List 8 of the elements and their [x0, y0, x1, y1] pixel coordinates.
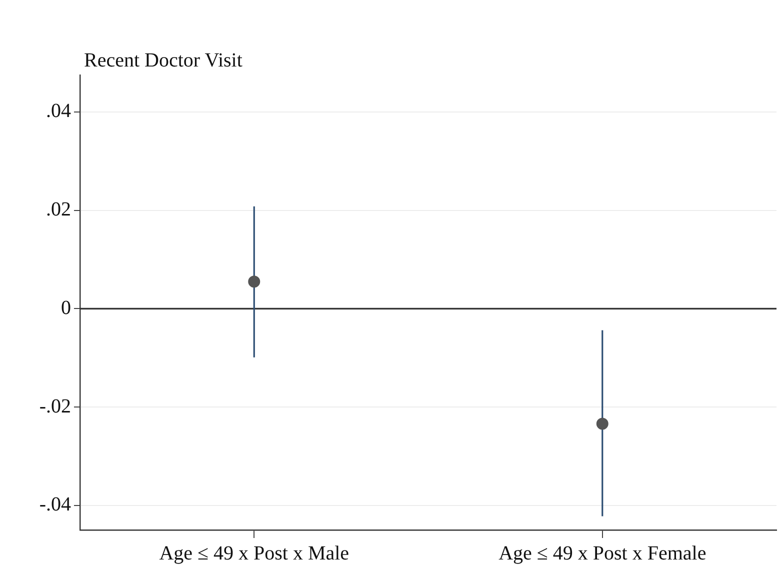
- y-tick-label: .04: [46, 100, 71, 122]
- x-tick-label: Age ≤ 49 x Post x Male: [159, 542, 350, 564]
- y-tick-label: -.04: [39, 494, 71, 516]
- y-tick-label: 0: [61, 296, 71, 319]
- y-tick-label: .02: [46, 198, 71, 221]
- x-tick-label: Age ≤ 49 x Post x Female: [498, 542, 706, 564]
- y-tick-label: -.02: [39, 395, 71, 418]
- y-axis-title: Recent Doctor Visit: [84, 49, 243, 72]
